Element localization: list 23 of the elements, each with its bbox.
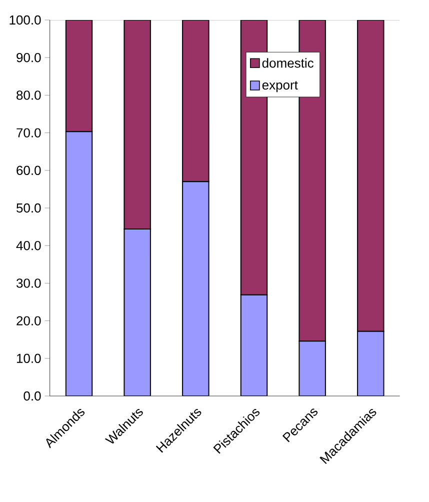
legend-label: export bbox=[262, 81, 298, 92]
bar bbox=[182, 181, 210, 396]
bar bbox=[357, 330, 384, 396]
bar bbox=[357, 20, 384, 332]
bar bbox=[240, 294, 268, 396]
y-tick-label: 0.0 bbox=[24, 391, 41, 401]
y-tick-label: 30.0 bbox=[16, 278, 41, 288]
y-tick-label: 70.0 bbox=[16, 128, 41, 138]
legend-label: domestic bbox=[262, 58, 314, 68]
bar bbox=[298, 340, 326, 396]
y-tick-label: 50.0 bbox=[16, 203, 41, 213]
y-tick-label: 80.0 bbox=[16, 90, 41, 100]
y-tick-label: 60.0 bbox=[16, 166, 41, 175]
y-tick-label: 40.0 bbox=[16, 240, 41, 250]
y-tick-label: 90.0 bbox=[16, 52, 41, 62]
bar bbox=[65, 131, 93, 396]
y-tick-label: 100.0 bbox=[10, 15, 41, 25]
bar bbox=[65, 20, 93, 132]
bar bbox=[124, 20, 151, 230]
bar bbox=[124, 228, 151, 396]
y-tick-label: 20.0 bbox=[16, 316, 41, 326]
bar bbox=[182, 20, 210, 182]
y-tick-label: 10.0 bbox=[16, 354, 41, 363]
